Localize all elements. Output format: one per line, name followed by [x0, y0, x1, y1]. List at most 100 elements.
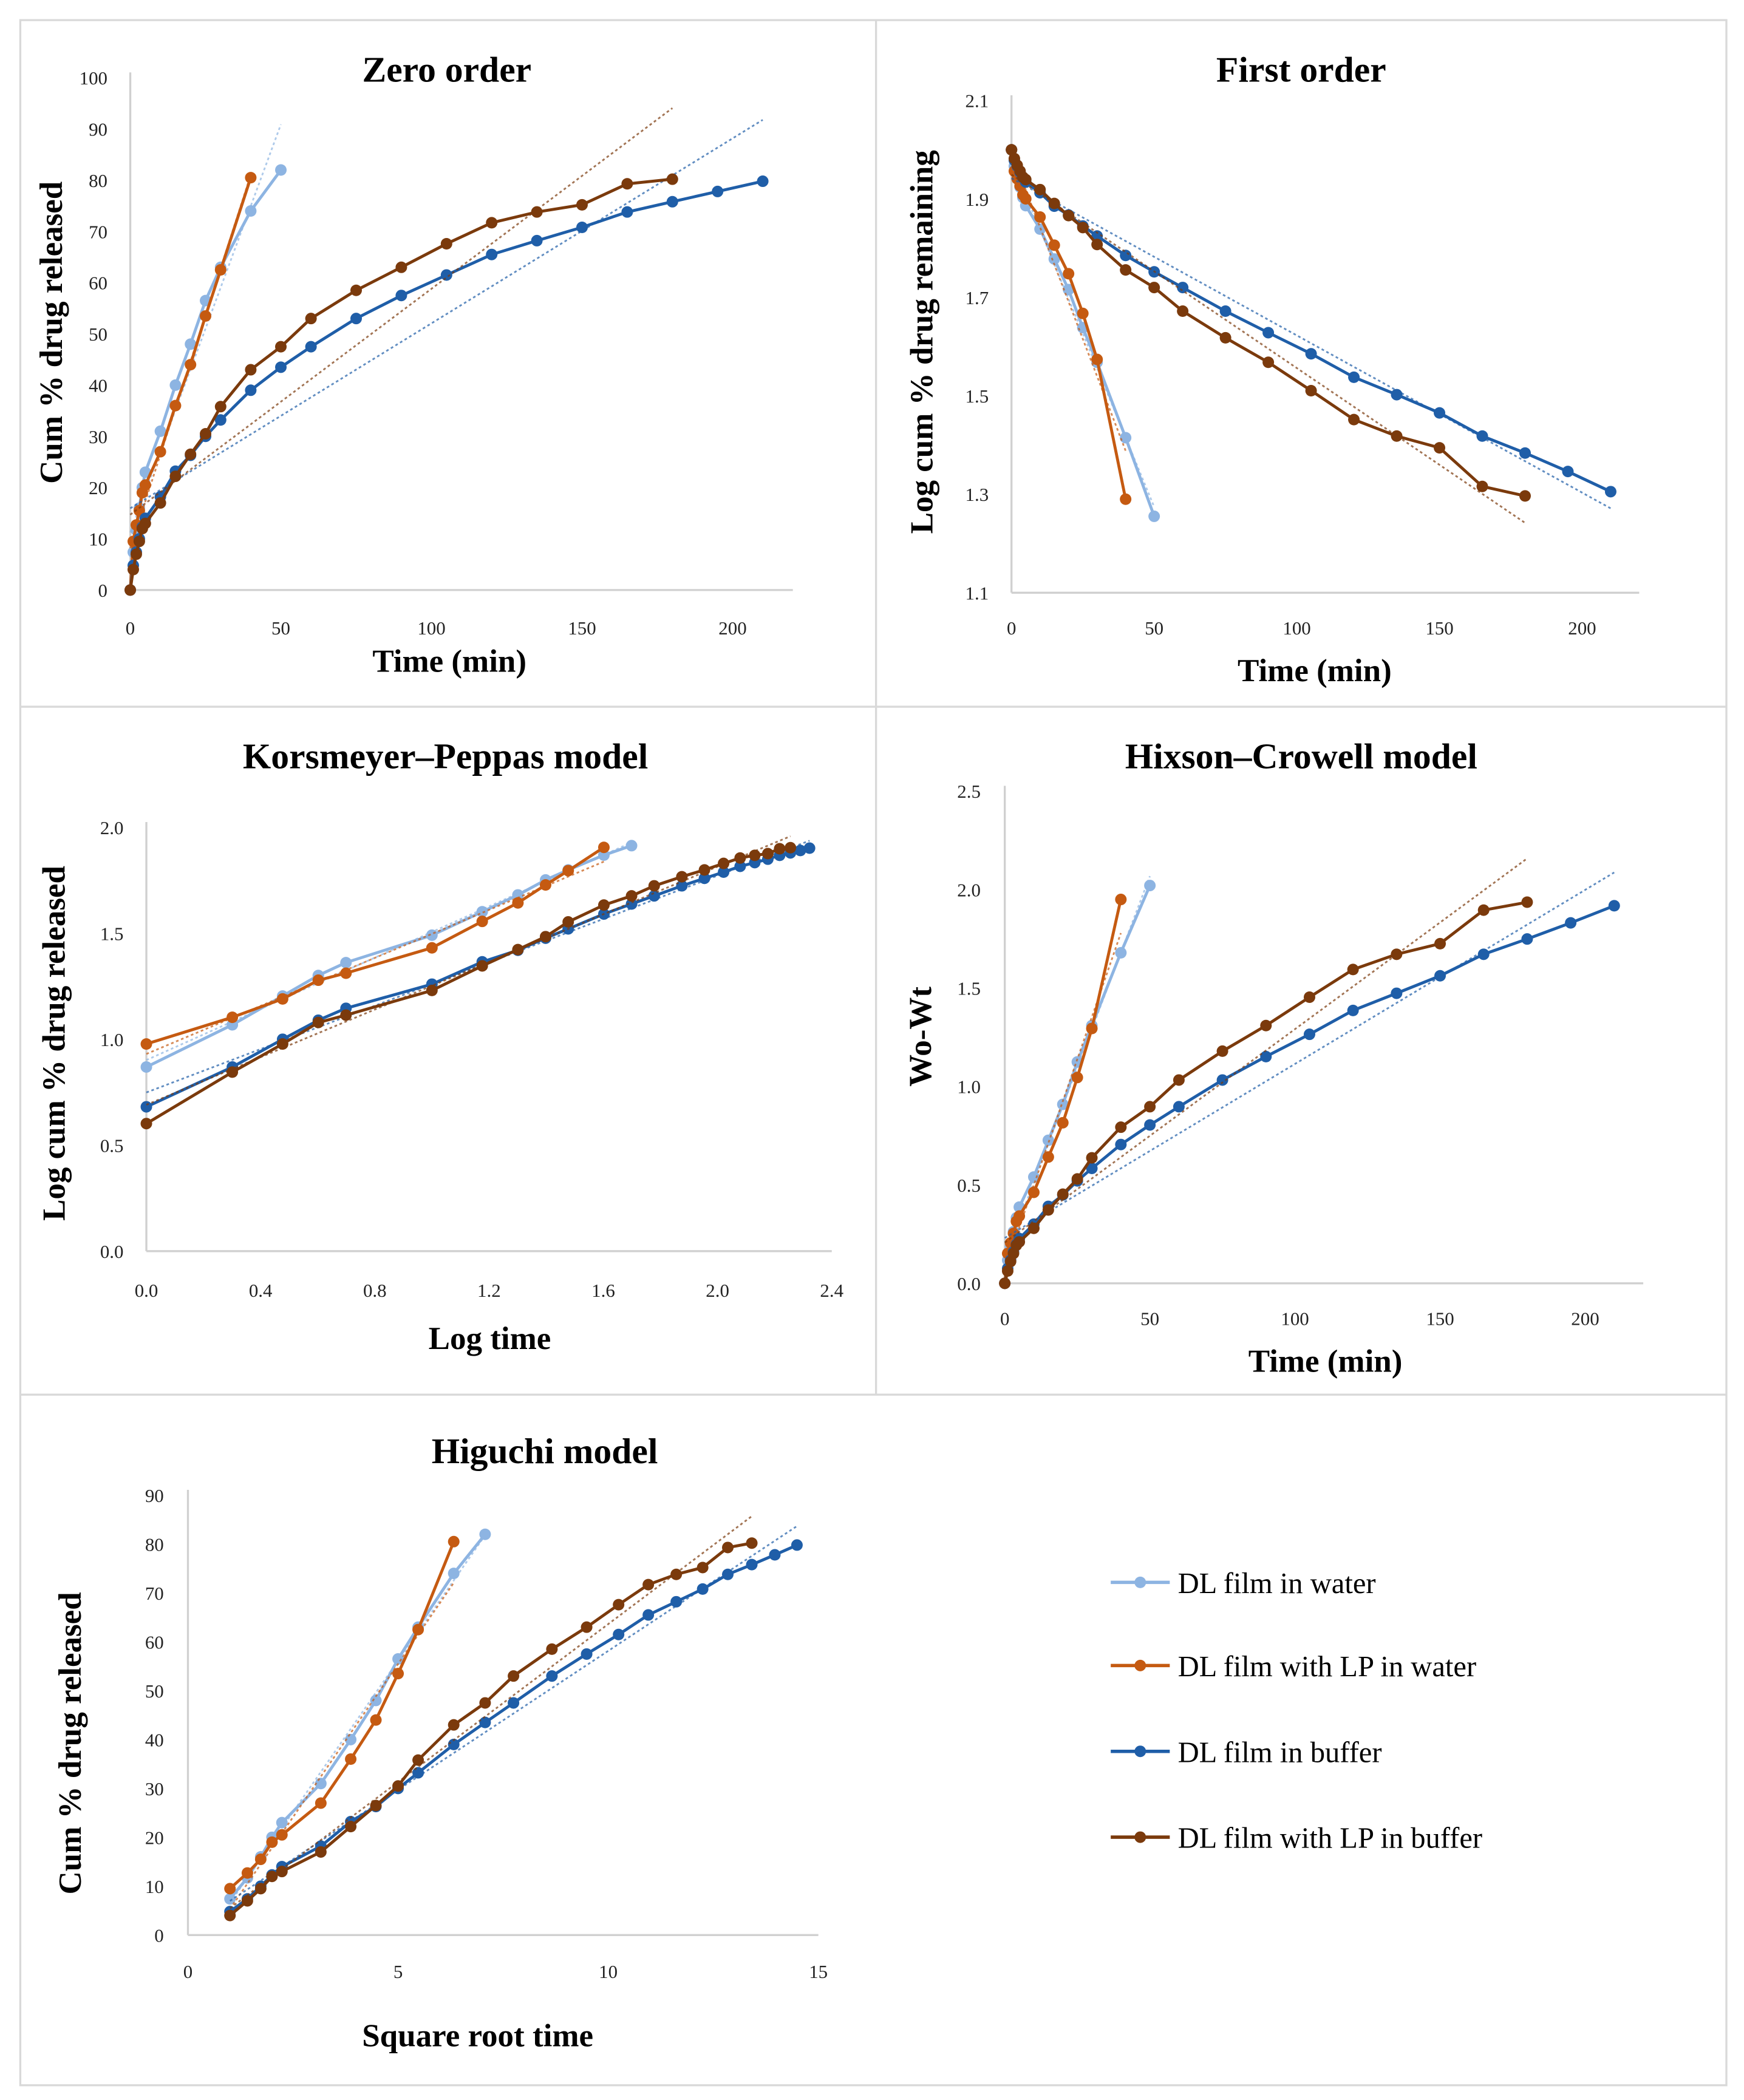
data-point — [1120, 493, 1132, 505]
data-point — [648, 890, 660, 902]
data-point — [1604, 486, 1616, 498]
data-point — [791, 1539, 803, 1551]
y-tick-label: 60 — [89, 273, 107, 294]
data-point — [734, 852, 746, 864]
data-point — [1177, 282, 1189, 294]
data-point — [370, 1694, 382, 1707]
data-point — [392, 1653, 404, 1665]
data-point — [512, 943, 524, 956]
y-tick-label: 1.0 — [957, 1076, 981, 1098]
x-tick-label: 1.2 — [477, 1280, 501, 1301]
data-point — [448, 1738, 460, 1750]
data-point — [613, 1628, 625, 1640]
data-point — [598, 899, 610, 911]
series-line — [129, 169, 282, 591]
series-dl-film-in-buffer — [224, 1525, 803, 1918]
x-tick-label: 150 — [1425, 617, 1453, 639]
data-point — [666, 195, 678, 208]
x-tick-label: 100 — [1281, 1308, 1309, 1329]
x-tick-label: 200 — [1571, 1308, 1599, 1329]
data-point — [1042, 1151, 1054, 1163]
data-point — [1144, 1119, 1156, 1131]
data-point — [1120, 250, 1132, 262]
data-point — [1434, 407, 1446, 419]
series-dl-film-with-lp-in-buffer — [1006, 144, 1531, 524]
panel-frames — [19, 19, 1728, 2087]
series-dl-film-in-buffer — [1006, 144, 1616, 509]
data-point — [1086, 1162, 1098, 1174]
data-point — [486, 248, 498, 260]
data-point — [370, 1799, 382, 1812]
y-tick-label: 70 — [145, 1583, 164, 1604]
data-point — [1521, 933, 1533, 945]
legend-point-marker — [1134, 1659, 1146, 1671]
series-line — [1003, 899, 1123, 1284]
y-tick-label: 10 — [89, 529, 107, 550]
legend-label: DL film in buffer — [1178, 1736, 1382, 1769]
data-point — [546, 1670, 558, 1682]
data-point — [1001, 1265, 1013, 1277]
data-point — [1048, 239, 1060, 251]
y-tick-label: 0 — [154, 1925, 163, 1946]
data-point — [670, 1595, 683, 1608]
data-point — [1027, 1186, 1040, 1198]
data-point — [774, 843, 786, 855]
legend-point-marker — [1134, 1831, 1146, 1843]
data-point — [1071, 1173, 1083, 1185]
x-tick-label: 150 — [1426, 1308, 1454, 1329]
data-point — [1115, 946, 1127, 959]
data-point — [746, 1537, 758, 1549]
data-point — [479, 1697, 491, 1709]
data-point — [1086, 1022, 1098, 1035]
data-point — [1391, 430, 1403, 442]
data-point — [1034, 183, 1046, 195]
data-point — [562, 865, 574, 877]
data-point — [1013, 1236, 1026, 1248]
chart-first-order: First order Time (min) Log cum % drug rema… — [904, 50, 1640, 688]
data-point — [642, 1609, 655, 1621]
data-point — [1347, 963, 1359, 976]
data-point — [562, 916, 574, 928]
data-point — [1562, 466, 1574, 478]
data-point — [625, 898, 638, 910]
x-tick-label: 2.4 — [820, 1280, 843, 1301]
data-point — [476, 960, 488, 972]
data-point — [276, 1829, 288, 1841]
series-dl-film-with-lp-in-water — [1006, 144, 1132, 505]
y-tick-label: 30 — [89, 426, 107, 447]
y-tick-label: 60 — [145, 1631, 164, 1653]
data-point — [154, 446, 166, 458]
series-line — [1003, 904, 1615, 1284]
data-point — [227, 1011, 239, 1024]
series-line — [1003, 900, 1528, 1284]
legend-item: DL film with LP in buffer — [1111, 1822, 1482, 1855]
data-point — [1391, 389, 1403, 401]
x-tick-label: 50 — [1140, 1308, 1159, 1329]
data-point — [613, 1599, 625, 1611]
y-tick-label: 20 — [89, 477, 107, 498]
data-point — [1027, 1222, 1040, 1234]
data-point — [1027, 1171, 1040, 1183]
chart-title: Zero order — [362, 50, 531, 90]
data-point — [761, 848, 774, 860]
data-point — [1077, 222, 1089, 234]
data-point — [345, 1733, 357, 1745]
data-point — [1013, 1210, 1026, 1222]
legend-item: DL film with LP in water — [1111, 1650, 1476, 1683]
data-point — [312, 974, 324, 987]
y-axis-label: Log cum % drug released — [36, 866, 72, 1221]
series-dl-film-with-lp-in-buffer — [224, 1515, 758, 1922]
data-point — [1305, 384, 1317, 396]
data-point — [130, 548, 142, 560]
data-point — [169, 379, 182, 391]
trendline — [229, 1515, 752, 1909]
data-point — [124, 584, 137, 596]
data-point — [676, 871, 688, 883]
y-tick-label: 1.5 — [966, 386, 989, 407]
x-tick-label: 15 — [809, 1961, 828, 1982]
x-tick-label: 2.0 — [706, 1280, 729, 1301]
y-tick-label: 1.1 — [966, 582, 989, 603]
x-tick-label: 200 — [718, 617, 746, 639]
data-point — [479, 1716, 491, 1728]
y-tick-label: 80 — [145, 1534, 164, 1555]
